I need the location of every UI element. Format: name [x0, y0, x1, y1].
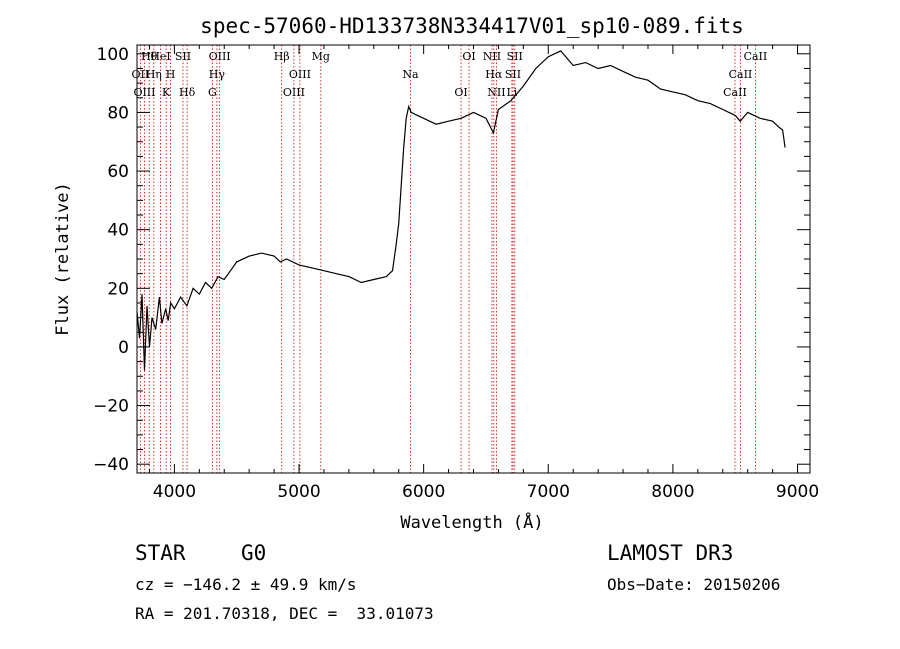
observation-date: Obs−Date: 20150206 — [607, 575, 781, 594]
x-axis-label: Wavelength (Å) — [400, 511, 543, 533]
x-axis-ticks: 4000 5000 6000 7000 8000 9000 — [148, 45, 819, 502]
line-label: CaII — [729, 68, 753, 81]
line-label: SII — [175, 50, 191, 63]
line-label: CaII — [744, 50, 768, 63]
line-label: SII — [507, 50, 523, 63]
y-tick-label: −40 — [93, 455, 129, 475]
line-label: OIII — [283, 86, 305, 99]
spectrum-line — [136, 50, 786, 371]
line-label: OII — [132, 68, 150, 81]
line-label: NII — [487, 86, 505, 99]
y-tick-label: 60 — [107, 162, 129, 182]
line-label: HeI — [150, 50, 170, 63]
line-label: Li — [506, 86, 517, 99]
line-label: Mg — [312, 50, 330, 63]
spectral-line-labels: HθOIIOIIIHeIHηKSIIHHδOIIIHγGHβOIIIOIIIMg… — [132, 50, 768, 99]
object-subclass: G0 — [241, 541, 267, 565]
y-tick-label: 40 — [107, 221, 129, 241]
plot-frame — [136, 44, 811, 474]
line-label: NII — [483, 50, 501, 63]
y-tick-label: 80 — [107, 103, 129, 123]
x-tick-label: 5000 — [277, 482, 320, 502]
line-label: OIII — [209, 50, 231, 63]
survey-name: LAMOST DR3 — [607, 541, 734, 565]
line-label: CaII — [723, 86, 747, 99]
line-label: Na — [402, 68, 419, 81]
line-label: H — [166, 68, 176, 81]
line-label: OI — [462, 50, 475, 63]
x-tick-label: 8000 — [651, 482, 694, 502]
chart-title: spec-57060-HD133738N334417V01_sp10-089.f… — [200, 14, 744, 38]
x-tick-label: 4000 — [153, 482, 196, 502]
object-class: STAR — [135, 541, 186, 565]
line-label: Hδ — [179, 86, 196, 99]
sky-coordinates: RA = 201.70318, DEC = 33.01073 — [135, 604, 434, 623]
line-label: Hη — [146, 68, 162, 81]
line-label: OI — [454, 86, 467, 99]
y-tick-label: −20 — [93, 397, 129, 417]
x-tick-label: 6000 — [402, 482, 445, 502]
y-axis-ticks: −40 −20 0 20 40 60 80 100 — [93, 45, 810, 475]
y-axis-label: Flux (relative) — [53, 182, 73, 336]
y-tick-label: 20 — [107, 279, 129, 299]
y-tick-label: 0 — [118, 338, 129, 358]
line-label: Hα — [485, 68, 503, 81]
spectral-line-markers — [139, 45, 756, 473]
line-label: G — [208, 86, 217, 99]
line-label: OIII — [133, 86, 155, 99]
line-label: Hθ — [141, 50, 158, 63]
line-label: K — [162, 86, 171, 99]
redshift-velocity: cz = −146.2 ± 49.9 km/s — [135, 575, 357, 594]
x-tick-label: 9000 — [776, 482, 819, 502]
x-tick-label: 7000 — [527, 482, 570, 502]
line-label: SII — [505, 68, 521, 81]
line-label: OIII — [289, 68, 311, 81]
y-tick-label: 100 — [97, 45, 129, 65]
line-label: Hβ — [274, 50, 290, 63]
line-label: Hγ — [209, 68, 226, 81]
